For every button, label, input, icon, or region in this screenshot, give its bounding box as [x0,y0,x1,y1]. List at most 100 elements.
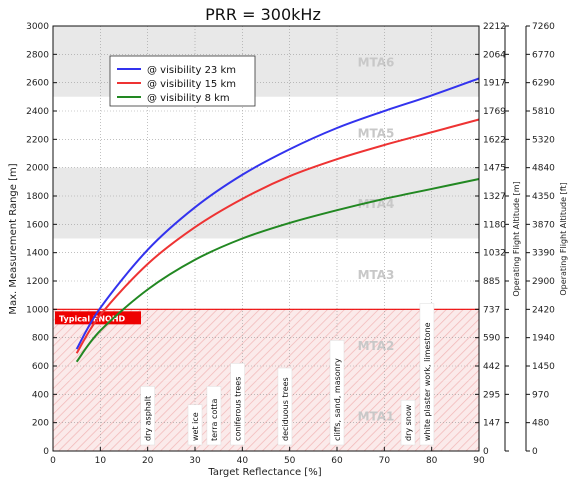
x-tick-label: 30 [189,456,201,466]
material-box [419,303,435,446]
y-tick-label: 1000 [26,305,49,315]
axes: 0 10 20 30 40 50 60 70 80 90020040060080010001200… [26,22,555,466]
right-ft-tick-label: 6770 [532,50,555,60]
zone-label-mta3: MTA3 [358,268,395,282]
right-m-tick-label: 1769 [483,107,506,117]
right-ft-tick-label: 0 [532,447,538,457]
material-box [277,367,293,446]
right-m-tick-label: 737 [483,305,500,315]
material-label: dry snow [404,404,413,441]
x-axis-label: Target Reflectance [%] [207,467,321,478]
material-label: wet ice [191,412,200,441]
y-tick-label: 600 [32,362,49,372]
legend: @ visibility 23 km @ visibility 15 km @ vi… [109,55,256,107]
legend-label-2: @ visibility 15 km [147,79,236,90]
zone-label-mta5: MTA5 [358,126,395,140]
series-line-1 [75,77,480,350]
right-m-tick-label: 1032 [483,249,506,259]
right-m-tick-label: 0 [483,447,489,457]
right-ft-tick-label: 5810 [532,107,555,117]
x-tick-label: 80 [426,456,438,466]
x-tick-label: 40 [237,456,249,466]
material-labels: dry asphalt wet ice terra cotta coniferous … [140,303,435,446]
zone-band-mta3 [53,238,479,310]
right-m-tick-label: 1327 [483,192,506,202]
material-box [329,340,345,446]
series-line-3 [75,178,480,363]
legend-label-3: @ visibility 8 km [147,93,230,104]
right-ft-tick-label: 3390 [532,249,555,259]
right-m-tick-label: 2064 [483,50,506,60]
material-box [140,386,155,446]
right-ft-tick-label: 970 [532,390,549,400]
y-tick-label: 2200 [26,135,49,145]
x-tick-label: 0 [50,456,56,466]
material-label: dry asphalt [144,396,153,441]
right-m-tick-label: 295 [483,390,500,400]
y-tick-label: 1200 [26,277,49,287]
y-tick-label: 1800 [26,192,49,202]
y-tick-label: 1600 [26,220,49,230]
material-label: terra cotta [210,398,219,441]
right-m-tick-label: 2212 [483,22,506,32]
x-tick-label: 70 [379,456,391,466]
y-tick-label: 2000 [26,164,49,174]
x-tick-label: 50 [284,456,296,466]
right-axis-label-m: Operating Flight Altitude [m] [512,181,521,296]
right-m-tick-label: 885 [483,277,500,287]
right-ft-tick-label: 1450 [532,362,555,372]
right-ft-tick-label: 6290 [532,79,555,89]
right-ft-tick-label: 4350 [532,192,555,202]
right-m-tick-label: 1475 [483,164,506,174]
right-m-tick-label: 1917 [483,79,506,89]
y-tick-label: 2400 [26,107,49,117]
series-line-2 [75,118,480,354]
x-tick-label: 60 [331,456,343,466]
zone-label-mta6: MTA6 [358,55,395,69]
right-ft-tick-label: 2900 [532,277,555,287]
material-label: white plaster work, limestone [423,322,432,441]
right-ft-tick-label: 480 [532,419,549,429]
zone-label-mta1: MTA1 [358,410,395,424]
material-box [187,404,203,446]
right-ft-tick-label: 1940 [532,334,555,344]
x-tick-label: 90 [473,456,485,466]
right-m-tick-label: 590 [483,334,500,344]
material-box [206,386,222,446]
material-box [230,363,245,446]
zone-band-mta5 [53,96,479,168]
right-m-tick-label: 147 [483,419,500,429]
right-ft-tick-label: 3870 [532,220,555,230]
right-axis-label-ft: Operating Flight Altitude [ft] [559,182,568,295]
right-m-tick-label: 1622 [483,135,506,145]
material-label: deciduous trees [281,377,290,441]
y-tick-label: 3000 [26,22,49,32]
chart-title: PRR = 300kHz [205,5,321,24]
zone-label-mta2: MTA2 [358,339,395,353]
right-ft-tick-label: 4840 [532,164,555,174]
legend-label-1: @ visibility 23 km [147,65,236,76]
material-box [400,399,416,446]
y-tick-label: 400 [32,390,49,400]
y-tick-label: 1400 [26,249,49,259]
material-label: coniferous trees [234,377,243,441]
right-ft-tick-label: 7260 [532,22,555,32]
y-tick-label: 800 [32,334,49,344]
right-ft-tick-label: 5320 [532,135,555,145]
plot-frame [52,25,480,452]
y-tick-label: 0 [43,447,49,457]
material-label: cliffs, sand, masonry [333,358,342,441]
y-tick-label: 2600 [26,79,49,89]
right-m-tick-label: 1180 [483,220,506,230]
y-tick-label: 2800 [26,50,49,60]
zone-label-mta4: MTA4 [358,197,395,211]
y-tick-label: 200 [32,419,49,429]
y-axis-label: Max. Measurement Range [m] [8,163,19,314]
zone-band-mta4 [53,167,479,239]
x-tick-label: 10 [95,456,107,466]
right-m-tick-label: 442 [483,362,500,372]
series-lines [75,77,480,363]
x-tick-label: 20 [142,456,154,466]
